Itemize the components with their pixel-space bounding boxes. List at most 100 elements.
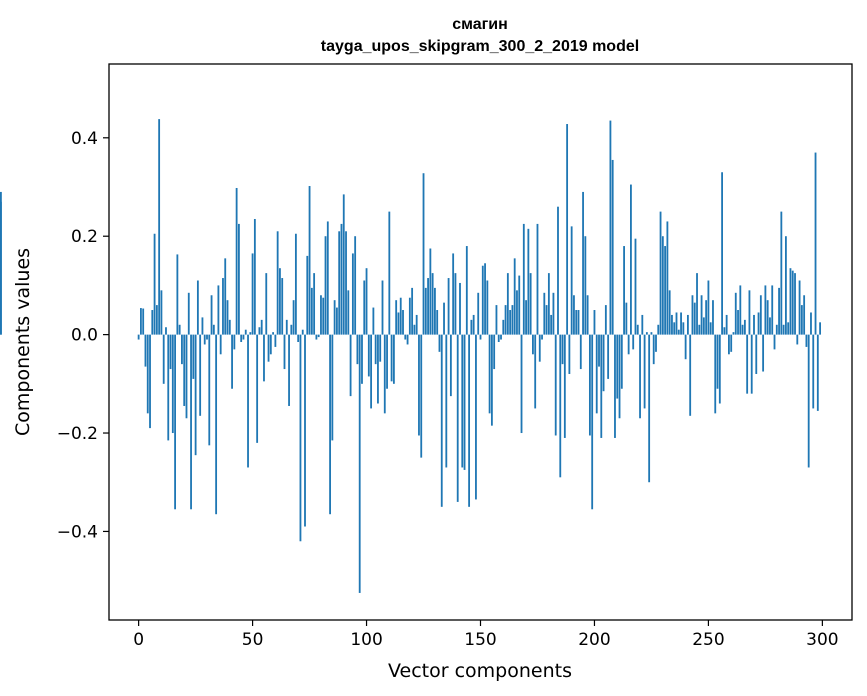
bar [750,334,753,394]
bar [666,221,669,335]
bar [659,211,662,335]
y-axis-label: Components values [12,248,34,436]
bar [265,273,268,335]
bar [338,231,341,335]
bar [810,312,812,335]
bar [600,334,603,438]
bar [488,334,491,414]
bar [383,334,386,414]
bar [728,334,730,355]
bar [593,310,596,335]
bar [140,308,142,335]
bar [693,302,696,335]
bar [472,314,475,335]
bar [712,300,714,335]
bar [347,290,350,335]
bar [757,312,760,335]
bar [438,334,441,352]
bar [0,191,2,335]
bar [518,275,521,335]
bar [725,314,728,335]
y-tick-label: −0.4 [57,522,98,542]
bar [609,120,612,335]
bar [819,322,821,335]
bar [242,334,245,340]
bar [203,334,206,345]
bar [671,314,673,335]
bar [351,253,354,335]
bar [217,285,220,335]
bar [422,173,425,335]
bar [520,334,523,434]
bar [149,334,151,429]
bar [263,334,265,382]
bar [532,334,534,355]
bar [219,334,222,355]
bar [522,223,525,335]
bar [561,334,564,365]
bar [477,292,480,335]
bar [623,246,625,335]
bar [641,314,644,335]
bar [370,334,373,409]
bar [559,334,562,478]
bar [500,334,502,340]
bar [796,334,799,345]
bar [812,334,815,409]
bar [279,268,281,335]
bar [634,238,637,335]
bar [479,334,482,340]
bar [630,184,632,335]
bar [746,334,749,394]
bar [490,334,493,426]
bar [342,194,345,335]
bar [739,285,742,335]
bar [563,334,566,438]
bar [445,334,448,468]
bar [475,334,477,500]
bar [178,324,181,335]
bar [256,334,259,443]
bar [775,324,778,335]
bar [664,246,667,335]
bar [732,332,735,335]
plot-frame [108,63,853,621]
y-axis-ticks: −0.4 −0.2 0.0 0.2 0.4 [57,129,109,542]
bar [677,329,680,335]
bar [588,334,591,436]
bar [440,334,443,507]
bar [691,295,694,335]
bar [317,334,320,338]
bar [814,152,817,335]
bar [452,253,455,335]
bar [632,334,635,350]
bar [285,319,288,335]
bar [320,295,322,335]
bar [536,223,539,335]
bar [607,334,610,379]
bar [443,302,445,335]
bar [258,327,261,335]
bar [454,273,457,335]
bar [238,223,240,335]
bar [169,334,172,370]
bar [162,334,165,384]
bar [700,295,703,335]
y-tick-label: 0.0 [71,326,98,346]
bar [591,334,594,510]
bar [434,287,436,335]
bar [388,211,391,335]
bar [707,280,710,335]
chart-title: смагин [452,16,508,33]
bar [231,334,233,389]
bar [614,334,616,438]
bar [771,285,774,335]
bar [201,317,204,335]
bar [714,334,717,414]
bar [794,273,796,335]
y-tick-label: 0.4 [71,129,98,149]
bar [481,265,484,335]
bar [377,334,379,404]
chart-subtitle: tayga_upos_skipgram_300_2_2019 model [321,38,639,55]
